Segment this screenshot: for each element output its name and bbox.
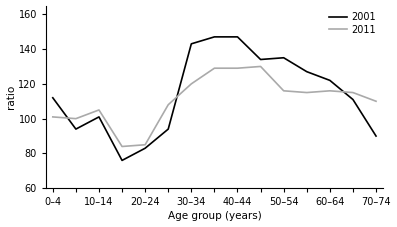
Y-axis label: ratio: ratio [6,85,15,109]
2001 [212,35,217,38]
2001 [73,128,78,131]
2001 [258,58,263,61]
2011 [212,67,217,69]
2011 [143,143,148,146]
2001 [143,147,148,150]
2001 [119,159,124,162]
2011 [166,103,171,106]
Line: 2011: 2011 [53,67,376,146]
2011 [328,89,332,92]
2011 [119,145,124,148]
2011 [235,67,240,69]
2001 [96,116,101,118]
2011 [281,89,286,92]
2011 [50,116,55,118]
X-axis label: Age group (years): Age group (years) [168,211,261,222]
2011 [96,109,101,111]
2001 [351,98,355,101]
2001 [166,128,171,131]
2011 [374,100,378,103]
2011 [304,91,309,94]
2001 [189,42,194,45]
2001 [328,79,332,82]
2001 [304,70,309,73]
Legend: 2001, 2011: 2001, 2011 [327,10,378,37]
2001 [281,56,286,59]
2011 [258,65,263,68]
2001 [374,135,378,137]
2001 [235,35,240,38]
2011 [351,91,355,94]
Line: 2001: 2001 [53,37,376,160]
2011 [73,117,78,120]
2001 [50,96,55,99]
2011 [189,82,194,85]
